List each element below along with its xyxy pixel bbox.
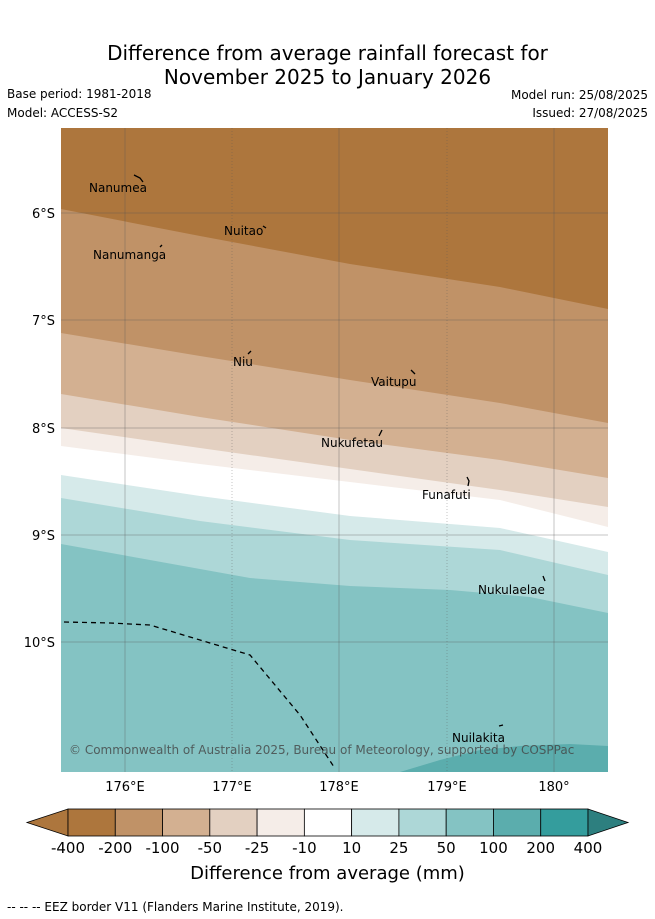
colorbar-segment — [493, 808, 542, 837]
colorbar-tick-label: 200 — [526, 839, 556, 857]
place-label-nukufetau: Nukufetau — [321, 436, 383, 450]
base-period: Base period: 1981-2018 — [7, 87, 152, 101]
colorbar-tick-label: -100 — [145, 839, 180, 857]
lon-label-179e: 179°E — [427, 780, 467, 795]
colorbar-tick-label: -10 — [292, 839, 317, 857]
lat-label-6s: 6°S — [32, 207, 55, 222]
lon-label-177e: 177°E — [212, 780, 252, 795]
band-100-to-200 — [400, 744, 608, 772]
island-mark-funafuti — [466, 476, 470, 487]
lon-label-180: 180° — [538, 780, 569, 795]
colorbar-segment — [445, 808, 494, 837]
model-name: Model: ACCESS-S2 — [7, 106, 119, 120]
lat-label-8s: 8°S — [32, 422, 55, 437]
lat-label-10s: 10°S — [24, 636, 55, 651]
eez-border — [63, 621, 335, 768]
colorbar-tick-label: -25 — [244, 839, 270, 857]
longitude-labels: 176°E 177°E 178°E 179°E 180° — [105, 780, 569, 795]
lat-label-9s: 9°S — [32, 529, 55, 544]
place-label-nuitao: Nuitao — [224, 224, 263, 238]
issued-date: Issued: 27/08/2025 — [532, 106, 648, 120]
island-mark-niu — [247, 350, 252, 355]
title-line-2: November 2025 to January 2026 — [163, 65, 492, 89]
title-line-1: Difference from average rainfall forecas… — [107, 41, 548, 65]
place-label-nanumea: Nanumea — [89, 181, 147, 195]
place-label-niu: Niu — [233, 355, 253, 369]
colorbar-segment — [351, 808, 400, 837]
island-mark-nuilakita — [498, 724, 504, 727]
lon-label-178e: 178°E — [319, 780, 359, 795]
place-labels: Nanumea Nuitao Nanumanga Niu Vaitupu Nuk… — [89, 181, 545, 745]
copyright-notice: © Commonwealth of Australia 2025, Bureau… — [69, 743, 574, 757]
colorbar-segment — [209, 808, 258, 837]
colorbar-segment — [540, 808, 589, 837]
band-50-to-100 — [61, 544, 608, 772]
latitude-labels: 6°S 7°S 8°S 9°S 10°S — [24, 207, 55, 651]
map-title: Difference from average rainfall forecas… — [0, 41, 655, 89]
island-mark-nukulaelae — [542, 575, 546, 582]
island-marks — [133, 174, 546, 727]
colorbar-segment — [256, 808, 305, 837]
colorbar-extend-high — [587, 808, 630, 837]
island-mark-vaitupu — [410, 369, 416, 375]
colorbar-extend-low — [25, 808, 69, 837]
island-mark-nuitao — [262, 225, 267, 229]
colorbar-segment — [114, 808, 163, 837]
lat-label-7s: 7°S — [32, 314, 55, 329]
colorbar-tick-label: -400 — [50, 839, 86, 857]
place-label-nanumanga: Nanumanga — [93, 248, 166, 262]
island-mark-nanumea — [133, 174, 144, 183]
island-mark-nanumanga — [159, 244, 163, 248]
colorbar-segment — [162, 808, 211, 837]
colorbar-tick-label: 400 — [573, 839, 603, 857]
colorbar-tick-label: 25 — [389, 839, 409, 857]
colorbar-segment — [398, 808, 447, 837]
island-mark-nukufetau — [378, 429, 383, 437]
eez-footnote: -- -- -- EEZ border V11 (Flanders Marine… — [7, 900, 344, 914]
colorbar-label: Difference from average (mm) — [190, 863, 465, 884]
colorbar-segment — [303, 808, 353, 837]
colorbar-tick-label: -200 — [98, 839, 133, 857]
colorbar-tick-label: 100 — [479, 839, 508, 857]
model-run: Model run: 25/08/2025 — [510, 88, 648, 102]
colorbar-segment — [67, 808, 116, 837]
grid-lines — [61, 128, 608, 772]
place-label-nuilakita: Nuilakita — [452, 731, 505, 745]
lon-label-176e: 176°E — [105, 780, 145, 795]
colorbar-tick-label: 10 — [342, 839, 362, 857]
place-label-funafuti: Funafuti — [422, 488, 471, 502]
colorbar-tick-label: 50 — [436, 839, 456, 857]
colorbar-tick-label: -50 — [197, 839, 223, 857]
place-label-vaitupu: Vaitupu — [371, 375, 417, 389]
place-label-nukulaelae: Nukulaelae — [478, 583, 545, 597]
colorbar — [25, 808, 630, 837]
map-area: Nanumea Nuitao Nanumanga Niu Vaitupu Nuk… — [61, 128, 608, 772]
